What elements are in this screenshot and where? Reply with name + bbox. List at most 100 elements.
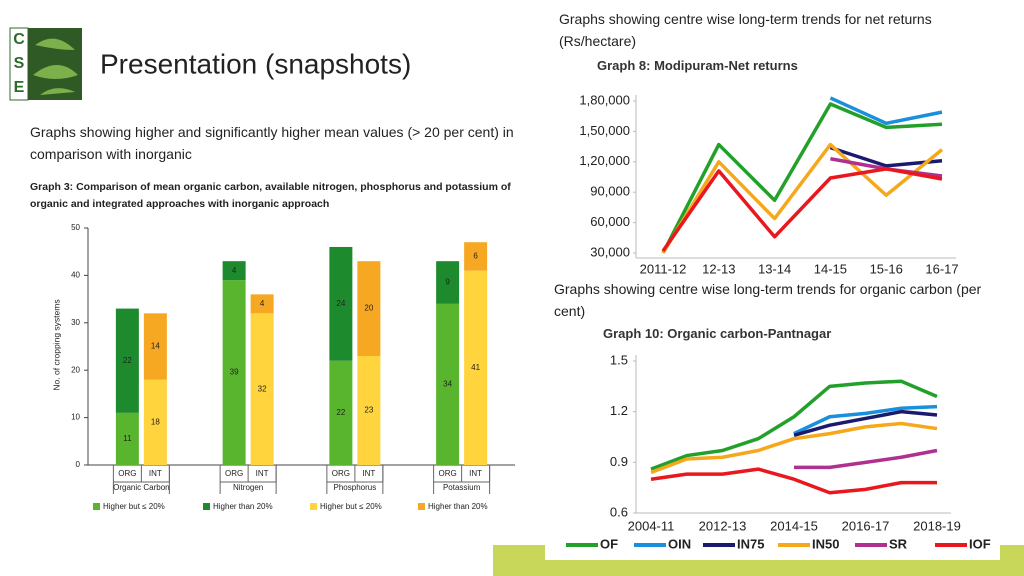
legend-swatch	[418, 503, 425, 510]
data-label: 22	[336, 408, 345, 417]
y-tick-label: 1,50,000	[579, 123, 630, 138]
y-tick-label: 30	[71, 318, 80, 327]
bar-segment	[329, 360, 353, 465]
x-tick-label: INT	[256, 469, 269, 478]
legend-panel	[545, 520, 1000, 560]
legend-label: Higher but ≤ 20%	[320, 502, 382, 511]
x-tick-label: ORG	[225, 469, 243, 478]
y-tick-label: 0.6	[610, 504, 628, 519]
x-tick-label: 2016-17	[842, 518, 890, 533]
bar-segment	[250, 313, 274, 465]
legend-swatch	[93, 503, 100, 510]
legend-label: Higher than 20%	[428, 502, 488, 511]
x-tick-label: 13-14	[758, 261, 791, 276]
line-series	[793, 404, 938, 436]
y-tick-label: 20	[71, 365, 80, 374]
data-label: 39	[230, 368, 239, 377]
legend-label: IOF	[969, 536, 991, 551]
bar-segment	[357, 261, 381, 356]
chart-title: Graph 10: Organic carbon-Pantnagar	[603, 326, 832, 341]
bar-segment	[222, 261, 246, 281]
x-tick-label: ORG	[332, 469, 350, 478]
data-label: 22	[123, 356, 132, 365]
y-axis-label: No. of cropping systems	[51, 299, 61, 390]
data-label: 11	[123, 434, 132, 443]
data-label: 23	[364, 406, 373, 415]
right-caption: Graphs showing centre wise long-term tre…	[554, 281, 982, 319]
line-series	[650, 379, 938, 471]
line-series	[661, 142, 944, 254]
x-tick-label: 14-15	[814, 261, 847, 276]
y-tick-label: 0.9	[610, 454, 628, 469]
bar-segment	[436, 303, 460, 465]
bar-segment	[115, 412, 139, 465]
y-tick-label: 60,000	[590, 214, 630, 229]
y-tick-label: 1.2	[610, 403, 628, 418]
line-series	[661, 167, 943, 252]
legend-label: OIN	[668, 536, 691, 551]
y-tick-label: 50	[71, 223, 80, 232]
line-series	[793, 409, 938, 437]
legend-label: IN75	[737, 536, 764, 551]
data-label: 41	[471, 363, 480, 372]
data-label: 18	[151, 417, 160, 426]
y-tick-label: 90,000	[590, 184, 630, 199]
group-label: Nitrogen	[233, 483, 263, 492]
legend-label: OF	[600, 536, 618, 551]
chart-title: Graph 3: Comparison of mean organic carb…	[30, 181, 511, 210]
x-tick-label: ORG	[118, 469, 136, 478]
group-label: Phosphorus	[334, 483, 377, 492]
y-tick-label: 1.5	[610, 352, 628, 367]
y-tick-label: 0	[76, 460, 81, 469]
legend-swatch	[203, 503, 210, 510]
data-label: 14	[151, 342, 160, 351]
right-caption: Graphs showing centre wise long-term tre…	[559, 11, 932, 49]
bar-segment	[115, 308, 139, 413]
bar-segment	[436, 261, 460, 304]
line-series	[650, 421, 938, 475]
data-label: 4	[232, 266, 237, 275]
x-tick-label: 2004-11	[628, 518, 675, 533]
x-tick-label: 15-16	[870, 261, 903, 276]
y-tick-label: 1,80,000	[579, 92, 630, 107]
logo-letter: S	[14, 55, 25, 72]
left-caption: Graphs showing higher and significantly …	[30, 124, 514, 162]
slide-title: Presentation (snapshots)	[100, 48, 411, 79]
data-label: 9	[445, 278, 450, 287]
bar-segment	[143, 379, 167, 465]
x-tick-label: INT	[149, 469, 162, 478]
bar-segment	[464, 270, 488, 465]
legend-label: IN50	[812, 536, 839, 551]
logo-letter: C	[13, 31, 25, 48]
y-tick-label: 30,000	[590, 244, 630, 259]
x-tick-label: INT	[362, 469, 375, 478]
group-label: Potassium	[443, 483, 481, 492]
x-tick-label: 2014-15	[770, 518, 818, 533]
data-label: 24	[336, 299, 345, 308]
legend-label: SR	[889, 536, 908, 551]
bar-segment	[329, 246, 353, 361]
line-series	[829, 145, 943, 168]
bar-segment	[357, 355, 381, 465]
x-tick-label: ORG	[439, 469, 457, 478]
chart-title: Graph 8: Modipuram-Net returns	[597, 58, 798, 73]
line-series	[794, 448, 938, 470]
bar-segment	[250, 294, 274, 314]
data-label: 34	[443, 380, 452, 389]
x-tick-label: INT	[469, 469, 482, 478]
group-label: Organic Carbon	[113, 483, 169, 492]
bar-segment	[464, 242, 488, 271]
line-series	[829, 96, 943, 126]
data-label: 20	[364, 304, 373, 313]
y-tick-label: 40	[71, 271, 80, 280]
y-tick-label: 10	[71, 413, 80, 422]
line-series	[650, 467, 937, 495]
data-label: 32	[258, 384, 267, 393]
legend-swatch	[310, 503, 317, 510]
x-tick-label: 12-13	[702, 261, 735, 276]
bar-segment	[143, 313, 167, 380]
x-tick-label: 2018-19	[913, 518, 961, 533]
bar-segment	[222, 280, 246, 465]
